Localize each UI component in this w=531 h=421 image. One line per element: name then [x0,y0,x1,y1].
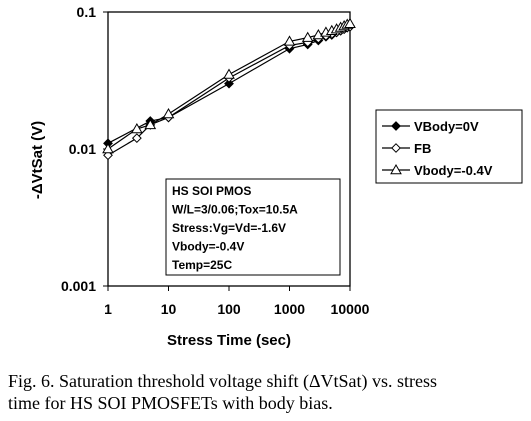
x-tick-label: 100 [217,301,241,317]
y-axis-title: -ΔVtSat (V) [29,121,46,199]
data-point [224,78,234,89]
y-tick-label: 0.1 [77,4,97,20]
series-line [107,26,351,156]
x-tick-label: 1 [104,301,112,317]
annotation-line: Vbody=-0.4V [172,240,244,254]
data-point [283,35,296,46]
data-point [301,31,314,42]
legend-label: Vbody=-0.4V [414,163,493,178]
x-tick-label: 10 [161,301,177,317]
caption-line-1: Fig. 6. Saturation threshold voltage shi… [8,371,438,391]
annotation-line: W/L=3/0.06;Tox=10.5A [172,203,298,217]
annotation-line: HS SOI PMOS [172,184,251,198]
legend-marker [391,121,401,131]
data-point [223,68,235,79]
series-2 [102,17,356,154]
annotation-line: Temp=25C [172,258,232,272]
y-tick-label: 0.01 [69,141,96,157]
x-tick-label: 10000 [331,301,370,317]
data-point [102,142,114,154]
y-tick-label: 0.001 [61,278,96,294]
data-point [144,118,157,130]
legend-label: VBody=0V [414,119,479,134]
data-point [131,122,143,134]
data-point [162,108,175,119]
legend-marker [390,163,402,175]
caption-line-2: time for HS SOI PMOSFETs with body bias. [8,393,333,413]
legend-marker [391,143,401,153]
annotation-box [165,178,341,276]
figure-caption: Fig. 6. Saturation threshold voltage shi… [8,370,523,414]
legend-label: FB [414,141,431,156]
data-point [131,133,142,144]
x-axis-title: Stress Time (sec) [167,332,291,349]
legend [375,109,523,184]
data-point [344,17,356,29]
x-tick-label: 1000 [274,301,305,317]
annotation-line: Stress:Vg=Vd=-1.6V [172,221,286,235]
